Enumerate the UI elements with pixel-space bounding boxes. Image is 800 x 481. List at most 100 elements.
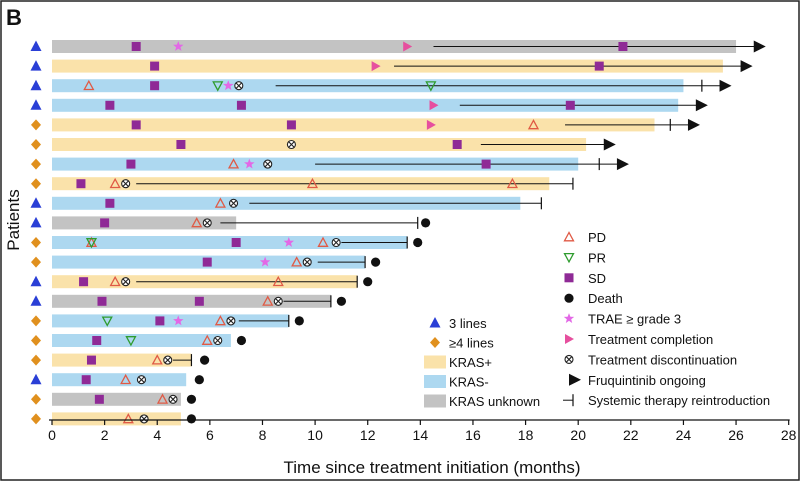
patient-bar-2	[52, 59, 723, 73]
lines-4-marker-20	[31, 413, 41, 425]
x-tick-label-14: 14	[413, 427, 429, 443]
x-axis: 0 2 4 6 8 10 12 14 16 18 20 22 24 26 28	[48, 419, 797, 443]
legend-right-disc: Treatment discontinuation	[564, 352, 737, 367]
patient-bar-1	[52, 40, 737, 53]
disc-marker-11-1-cross	[333, 239, 340, 246]
disc-marker-15-1-cross	[227, 317, 234, 324]
disc-marker-14-1-cross	[275, 298, 282, 305]
x-axis-label: Time since treatment initiation (months)	[284, 458, 581, 477]
sd-marker-2-2	[594, 61, 604, 71]
sd-marker-5-2	[286, 120, 296, 130]
legend-right-death: Death	[564, 291, 623, 306]
disc-marker-16-1-cross	[214, 337, 221, 344]
legend-right-ongoing: Fruquintinib ongoing	[569, 373, 706, 388]
event-markers	[30, 40, 766, 425]
legend-left-kras_unknown-swatch	[424, 394, 446, 408]
death-marker-11	[413, 237, 423, 248]
patient-bar-10	[52, 216, 237, 230]
lines-3-marker-14	[30, 295, 42, 306]
legend-left-kras_pos-label: KRAS+	[449, 355, 492, 370]
completion-marker-1-1	[403, 41, 413, 52]
trae-marker-3-1	[223, 80, 234, 91]
patient-bar-5	[52, 118, 655, 132]
completion-marker-5-1	[426, 119, 436, 130]
pd-marker-15-1	[214, 315, 226, 326]
pd-marker-8-3	[506, 177, 519, 189]
disc-marker-13-1-cross	[122, 278, 129, 285]
legend-right-sd-label: SD	[588, 271, 606, 286]
lines-3-marker-10	[30, 216, 42, 228]
trae-marker-12-1	[259, 256, 271, 267]
x-tick-label-20: 20	[570, 427, 586, 443]
death-marker-14	[336, 296, 347, 306]
pd-marker-5-1	[527, 119, 540, 130]
disc-marker-7-1	[263, 159, 273, 169]
legend-left-lines3: 3 lines	[429, 316, 487, 331]
legend-right-pd-symbol	[563, 231, 575, 242]
legend-left-lines4-label: ≥4 lines	[449, 336, 494, 351]
legend-right-sd: SD	[564, 271, 606, 286]
sd-marker-2-1	[150, 61, 160, 71]
legend-left-kras_pos: KRAS+	[424, 355, 492, 370]
pd-marker-13-2	[272, 275, 284, 287]
legend-right-pr-label: PR	[588, 250, 606, 265]
legend-right-completion-symbol	[565, 334, 574, 344]
disc-marker-18-1-cross	[138, 376, 145, 383]
sd-marker-6-1	[176, 140, 186, 149]
x-tick-label-12: 12	[360, 427, 376, 443]
ongoing-arrow-1	[753, 40, 766, 53]
patient-bar-18	[52, 373, 187, 387]
legend-left-kras_pos-swatch	[424, 355, 446, 369]
lines-3-marker-4	[30, 99, 42, 110]
pd-marker-11-2	[317, 236, 329, 247]
patient-bar-20	[52, 412, 181, 426]
pd-marker-12-1	[291, 256, 303, 267]
x-tick-label-6: 6	[206, 427, 214, 443]
legend-right-completion: Treatment completion	[565, 332, 713, 347]
lines-4-marker-8	[31, 178, 41, 190]
disc-marker-20-1	[139, 414, 149, 424]
legend-right-disc-label: Treatment discontinuation	[588, 352, 737, 367]
legend-right-ongoing-symbol	[569, 373, 581, 386]
pd-marker-8-1	[109, 177, 121, 189]
legend-left-lines4: ≥4 lines	[430, 336, 494, 351]
x-tick-label-16: 16	[465, 427, 481, 443]
disc-marker-18-1	[136, 375, 147, 385]
legend-right-reintro: Systemic therapy reintroduction	[563, 393, 770, 408]
lines-3-marker-13	[30, 275, 42, 287]
x-tick-label-2: 2	[101, 427, 109, 443]
legend-right-trae-label: TRAE ≥ grade 3	[588, 312, 681, 327]
sd-marker-15-1	[155, 316, 165, 326]
followup-lines	[136, 46, 760, 367]
disc-marker-12-1	[302, 257, 312, 267]
sd-marker-4-1	[105, 100, 115, 110]
death-marker-18	[194, 375, 204, 385]
lines-4-marker-16	[31, 335, 41, 346]
legend-right-completion-label: Treatment completion	[588, 332, 713, 347]
legend-right-trae-symbol	[563, 313, 575, 323]
sd-marker-5-1	[131, 120, 141, 130]
pd-marker-10-1	[191, 217, 203, 228]
lines-3-marker-18	[30, 373, 42, 385]
legend-right-pd: PD	[563, 230, 606, 245]
sd-marker-4-3	[565, 100, 575, 110]
pr-marker-15-1	[101, 316, 113, 327]
x-tick-label-10: 10	[307, 427, 323, 443]
lines-3-marker-1	[30, 40, 42, 51]
x-tick-label-22: 22	[623, 427, 639, 443]
ongoing-arrow-6	[603, 138, 616, 151]
sd-marker-16-1	[92, 336, 102, 345]
legend-left-kras_neg-label: KRAS-	[449, 375, 489, 390]
disc-marker-16-1	[213, 335, 223, 346]
disc-marker-19-1	[168, 394, 178, 404]
disc-marker-20-1-cross	[141, 415, 148, 422]
legend-left-kras_unknown-label: KRAS unknown	[449, 394, 540, 409]
legend-right-pr-symbol	[563, 252, 575, 264]
disc-marker-13-1	[121, 277, 131, 287]
pr-marker-3-2	[425, 81, 437, 92]
pd-marker-16-1	[201, 334, 213, 345]
disc-marker-12-1-cross	[304, 259, 311, 266]
x-tick-label-0: 0	[48, 427, 56, 443]
